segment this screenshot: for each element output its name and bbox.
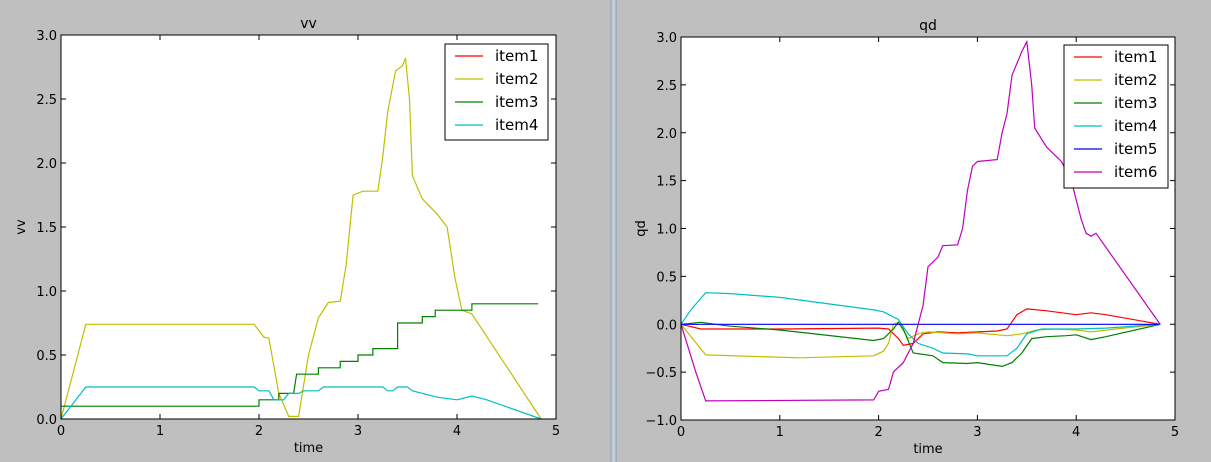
- y-tick-label: −1.0: [645, 414, 677, 429]
- y-tick-label: 2.0: [656, 127, 677, 142]
- x-tick-label: 1: [776, 425, 784, 440]
- y-tick-label: 2.0: [36, 157, 57, 172]
- y-axis-label: vv: [14, 219, 29, 235]
- legend-box: [444, 43, 549, 141]
- chart-panel-vv: vv 0 1 2 3 4 5 0.0 0.5 1.0 1.5 2.0 2.5 3.0 time vv item1…: [14, 16, 561, 456]
- y-tick-label: 0.0: [656, 318, 677, 333]
- series-line-item3: [61, 303, 539, 407]
- y-tick-label: 0.0: [36, 413, 57, 428]
- chart-vv: vv 0 1 2 3 4 5 0.0 0.5 1.0 1.5 2.0 2.5 3.0 time vv item1…: [14, 16, 560, 456]
- y-axis-label: qd: [634, 220, 649, 237]
- x-axis-label: time: [294, 441, 323, 456]
- x-tick-label: 0: [57, 424, 65, 439]
- x-tick-label: 4: [1072, 425, 1080, 440]
- legend-label-item1: item1: [495, 47, 538, 65]
- x-tick-label: 3: [973, 425, 981, 440]
- y-tick-label: −0.5: [645, 366, 677, 381]
- y-tick-label: 1.0: [36, 285, 57, 300]
- y-tick-label: 1.0: [656, 223, 677, 238]
- legend-label-item2: item2: [495, 70, 538, 88]
- legend-label-item3: item3: [495, 93, 538, 111]
- x-tick-label: 2: [255, 424, 263, 439]
- chart-panel-qd: qd 0 1 2 3 4 5 −1.0 −0.5 0.0 0.5 1.0 1.5 2.0 2.5 3.0 tim…: [617, 0, 1211, 462]
- plot-frame: [60, 34, 557, 420]
- y-tick-label: 3.0: [656, 31, 677, 46]
- chart-title: qd: [919, 18, 937, 34]
- panel-divider[interactable]: [610, 0, 617, 462]
- legend-label-item5: item5: [1114, 140, 1157, 158]
- x-tick-label: 4: [453, 424, 461, 439]
- x-axis-label: time: [913, 442, 942, 457]
- legend-label-item2: item2: [1114, 71, 1157, 89]
- legend-label-item4: item4: [1114, 117, 1157, 135]
- plot-frame: [680, 36, 1176, 421]
- y-tick-label: 0.5: [656, 270, 677, 285]
- x-tick-label: 3: [354, 424, 362, 439]
- y-tick-label: 1.5: [656, 175, 677, 190]
- x-tick-label: 5: [552, 424, 560, 439]
- legend-box: [1063, 44, 1169, 189]
- x-tick-label: 2: [874, 425, 882, 440]
- series-line-item1: [681, 308, 1161, 346]
- y-tick-label: 1.5: [36, 221, 57, 236]
- y-tick-label: 0.5: [36, 349, 57, 364]
- y-tick-label: 2.5: [656, 79, 677, 94]
- legend-label-item3: item3: [1114, 94, 1157, 112]
- series-line-item2: [681, 321, 1161, 359]
- chart-qd: qd 0 1 2 3 4 5 −1.0 −0.5 0.0 0.5 1.0 1.5 2.0 2.5 3.0 tim…: [634, 18, 1179, 457]
- series-line-item4: [61, 386, 542, 419]
- y-tick-label: 3.0: [36, 29, 57, 44]
- x-tick-label: 1: [156, 424, 164, 439]
- x-tick-label: 0: [677, 425, 685, 440]
- legend-label-item4: item4: [495, 116, 538, 134]
- series-line-item3: [681, 321, 1161, 368]
- legend-label-item6: item6: [1114, 163, 1157, 181]
- x-tick-label: 5: [1171, 425, 1179, 440]
- y-tick-label: 2.5: [36, 93, 57, 108]
- series-line-item2: [61, 57, 542, 419]
- legend-label-item1: item1: [1114, 48, 1157, 66]
- chart-title: vv: [300, 16, 317, 32]
- series-line-item4: [681, 292, 1161, 357]
